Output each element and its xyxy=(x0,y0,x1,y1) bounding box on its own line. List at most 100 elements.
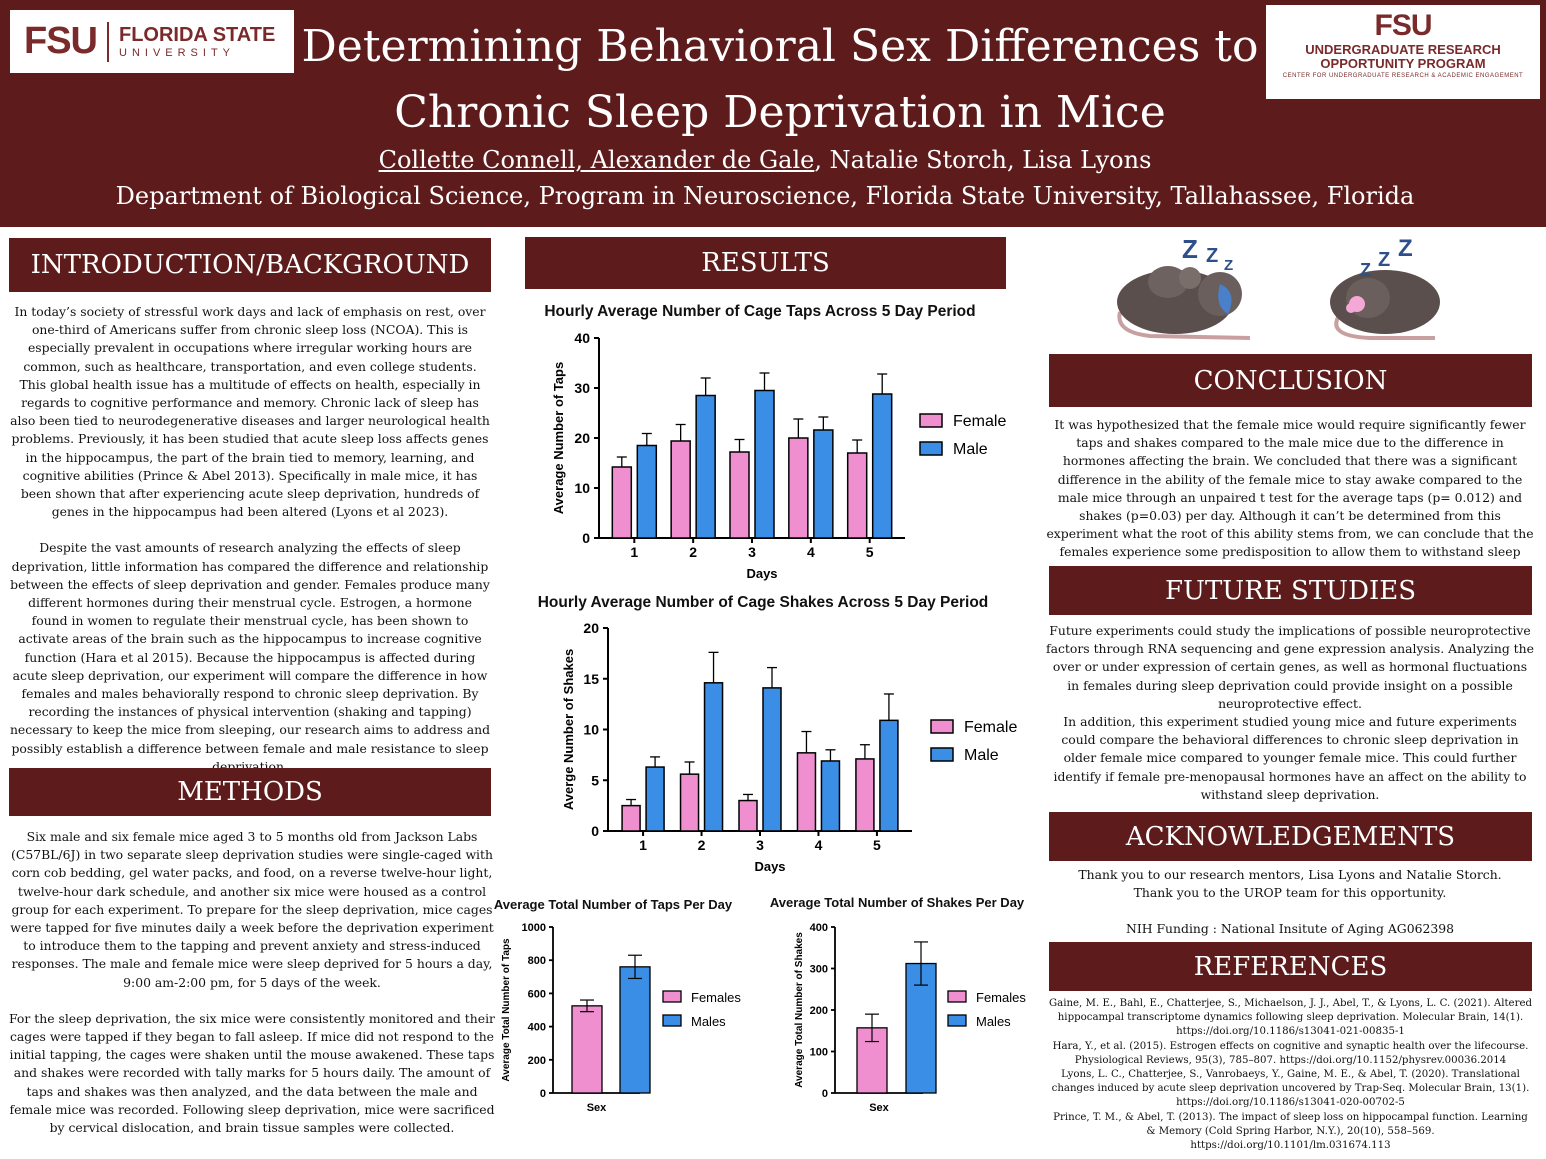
x-tick-label: 3 xyxy=(756,837,764,853)
legend-label: Female xyxy=(953,413,1006,430)
y-tick-label: 10 xyxy=(583,722,599,738)
methods-text: Six male and six female mice aged 3 to 5… xyxy=(9,828,495,1137)
poster-title: Determining Behavioral Sex Differences t… xyxy=(300,14,1260,146)
bar xyxy=(645,766,665,832)
svg-text:Z: Z xyxy=(1398,235,1413,262)
y-tick-label: 100 xyxy=(810,1047,828,1059)
references-heading: REFERENCES xyxy=(1049,942,1532,991)
urop-logo-line-1: UNDERGRADUATE RESEARCH xyxy=(1305,42,1501,57)
future-studies-text: Future experiments could study the impli… xyxy=(1045,622,1535,804)
x-tick-label: 5 xyxy=(873,837,881,853)
taps-by-day-chart: 0 10 20 30 40 1 2 3 4 5 Days Average Number of Taps… xyxy=(551,330,1006,581)
methods-heading: METHODS xyxy=(9,768,491,816)
y-tick-label: 200 xyxy=(528,1055,546,1067)
bar xyxy=(871,393,893,539)
bar xyxy=(679,773,700,832)
y-tick-label: 600 xyxy=(528,988,546,1000)
future-paragraph-1: Future experiments could study the impli… xyxy=(1046,623,1534,711)
title-line-1: Determining Behavioral Sex Differences t… xyxy=(301,21,1259,72)
legend-label: Male xyxy=(964,747,999,764)
sleeping-mice-illustration: Z Z Z Z Z Z xyxy=(1117,234,1440,340)
legend-label: Females xyxy=(976,990,1026,1005)
intro-paragraph-1: In today’s society of stressful work day… xyxy=(10,304,490,520)
bar xyxy=(738,799,758,832)
chart-2-title: Hourly Average Number of Cage Shakes Acr… xyxy=(537,594,989,611)
y-tick-label: 0 xyxy=(540,1088,546,1100)
chart-3-title: Average Total Number of Taps Per Day xyxy=(493,897,733,912)
svg-text:Z: Z xyxy=(1378,249,1390,271)
x-axis-label: Sex xyxy=(869,1102,889,1114)
reference-item: Prince, T. M., & Abel, T. (2013). The im… xyxy=(1053,1111,1528,1152)
authors: Collette Connell, Alexander de Gale, Nat… xyxy=(0,146,1530,174)
x-axis-label: Days xyxy=(746,566,777,581)
logo-name: FLORIDA STATE xyxy=(119,23,276,46)
future-studies-heading: FUTURE STUDIES xyxy=(1049,566,1532,615)
svg-text:Z: Z xyxy=(1224,257,1233,274)
y-tick-label: 0 xyxy=(591,823,599,839)
y-tick-label: 200 xyxy=(810,1005,828,1017)
legend-label: Male xyxy=(953,441,988,458)
x-tick-label: 1 xyxy=(630,544,638,560)
authors-rest: , Natalie Storch, Lisa Lyons xyxy=(814,146,1152,174)
legend-swatch xyxy=(947,990,967,1003)
bar xyxy=(813,429,834,539)
fsu-logo-wordmark: FLORIDA STATE UNIVERSITY xyxy=(119,25,275,59)
fsu-logo: FSU FLORIDA STATE UNIVERSITY xyxy=(10,10,294,73)
sleeping-mouse-female-icon: Z Z Z xyxy=(1330,235,1440,340)
affiliation: Department of Biological Science, Progra… xyxy=(115,182,1415,210)
references-list: Gaine, M. E., Bahl, E., Chatterjee, S., … xyxy=(1049,997,1532,1153)
urop-logo: FSU UNDERGRADUATE RESEARCH OPPORTUNITY P… xyxy=(1266,5,1540,99)
x-axis-label: Sex xyxy=(587,1102,607,1114)
y-tick-label: 0 xyxy=(822,1088,828,1100)
x-tick-label: 2 xyxy=(698,837,706,853)
intro-paragraph-2: Despite the vast amounts of research ana… xyxy=(9,540,491,774)
y-axis-label: Average Total Number of Taps xyxy=(501,938,512,1082)
y-tick-label: 300 xyxy=(810,964,828,976)
methods-paragraph-1: Six male and six female mice aged 3 to 5… xyxy=(10,829,494,990)
shakes-by-day-chart: 0 5 10 15 20 1 2 3 4 5 Days Averge Number of Shakes… xyxy=(561,620,1017,874)
chart-1-title: Hourly Average Number of Cage Taps Acros… xyxy=(544,303,976,320)
urop-logo-line-3: CENTER FOR UNDERGRADUATE RESEARCH & ACAD… xyxy=(1282,73,1524,79)
intro-heading: INTRODUCTION/BACKGROUND xyxy=(9,238,491,292)
y-tick-label: 30 xyxy=(574,380,590,396)
poster-header: FSU FLORIDA STATE UNIVERSITY Determining… xyxy=(0,0,1546,227)
x-axis-label: Days xyxy=(754,859,785,874)
conclusion-text: It was hypothesized that the female mice… xyxy=(1046,417,1534,578)
logo-sub: UNIVERSITY xyxy=(119,46,236,59)
bar xyxy=(879,719,899,832)
legend-swatch xyxy=(919,413,943,428)
acknowledgements-text: Thank you to our research mentors, Lisa … xyxy=(1045,866,1535,939)
legend-swatch xyxy=(930,719,954,734)
bar xyxy=(670,440,691,539)
future-paragraph-2: In addition, this experiment studied you… xyxy=(1053,714,1527,802)
authors-underlined: Collette Connell, Alexander de Gale xyxy=(378,146,815,174)
x-tick-label: 4 xyxy=(815,837,823,853)
bar xyxy=(619,966,651,1094)
legend-swatch xyxy=(947,1014,967,1027)
legend-swatch xyxy=(662,990,682,1003)
reference-item: Lyons, L. C., Chatterjee, S., Vanrobaeys… xyxy=(1051,1069,1530,1109)
intro-text: In today’s society of stressful work day… xyxy=(9,303,491,776)
ack-line-1: Thank you to our research mentors, Lisa … xyxy=(1078,867,1502,882)
bar xyxy=(754,389,775,539)
bar xyxy=(703,682,724,832)
legend-label: Males xyxy=(691,1014,726,1029)
y-tick-label: 0 xyxy=(582,530,590,546)
bar xyxy=(796,752,817,832)
y-tick-label: 800 xyxy=(528,955,546,967)
bar xyxy=(820,760,841,832)
bar xyxy=(762,687,782,832)
bar xyxy=(846,452,868,539)
urop-logo-mark: FSU xyxy=(1374,9,1433,42)
acknowledgements-heading: ACKNOWLEDGEMENTS xyxy=(1049,812,1532,861)
legend-swatch xyxy=(919,441,943,456)
results-heading: RESULTS xyxy=(525,237,1006,289)
ack-line-2: Thank you to the UROP team for this oppo… xyxy=(1133,885,1447,901)
logo-divider xyxy=(107,21,109,62)
legend-label: Males xyxy=(976,1014,1011,1029)
zzz-icon: Z xyxy=(1360,260,1371,280)
x-tick-label: 1 xyxy=(639,837,647,853)
y-tick-label: 20 xyxy=(583,620,599,636)
bar xyxy=(621,804,641,832)
y-tick-label: 400 xyxy=(528,1022,546,1034)
